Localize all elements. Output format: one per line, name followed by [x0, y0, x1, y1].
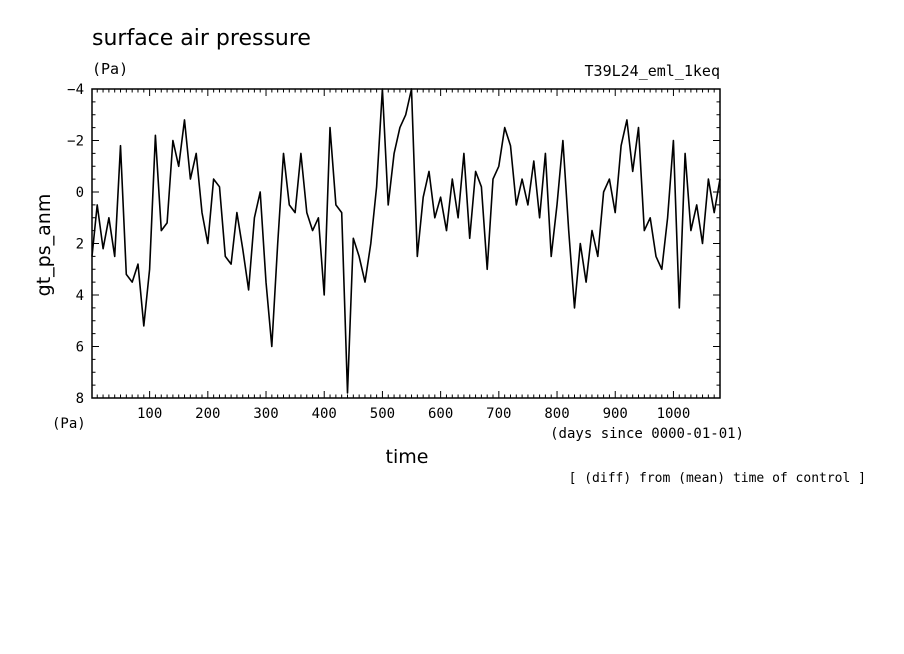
- x-tick-label: 200: [195, 406, 220, 422]
- plot-area: 100 200 300 400 500 600 700 800 900 1000 −4 −2 0 2 4 6…: [67, 82, 721, 422]
- x-tick-label: 800: [544, 406, 569, 422]
- x-tick-label: 700: [486, 406, 511, 422]
- x-tick-label: 500: [370, 406, 395, 422]
- y-tick-label: −2: [67, 134, 84, 150]
- y-tick-label: 6: [76, 340, 84, 356]
- chart-title: surface air pressure: [92, 26, 311, 51]
- series-line: [91, 88, 721, 394]
- y-tick-label: 0: [76, 185, 84, 201]
- x-tick-label: 400: [312, 406, 337, 422]
- y-units: (Pa): [92, 60, 128, 78]
- x-axis-tick-labels: 100 200 300 400 500 600 700 800 900 1000: [137, 406, 690, 422]
- x-tick-label: 900: [603, 406, 628, 422]
- x-tick-label: 600: [428, 406, 453, 422]
- y-axis-tick-labels: −4 −2 0 2 4 6 8: [67, 82, 84, 407]
- x-axis-ticks: [96, 89, 715, 398]
- y-tick-label: 2: [76, 237, 84, 253]
- y-tick-label: 8: [76, 391, 84, 407]
- x-axis-note: (days since 0000-01-01): [550, 426, 744, 442]
- y-axis-ticks: [92, 88, 720, 399]
- y-tick-label: 4: [76, 288, 84, 304]
- chart-subtitle: T39L24_eml_1keq: [585, 62, 720, 80]
- x-tick-label: 1000: [657, 406, 691, 422]
- x-axis-units: (Pa): [52, 416, 86, 432]
- x-axis-label: time: [386, 446, 429, 468]
- footnote: [ (diff) from (mean) time of control ]: [569, 471, 866, 486]
- x-tick-label: 100: [137, 406, 162, 422]
- x-tick-label: 300: [253, 406, 278, 422]
- y-axis-label: gt_ps_anm: [33, 194, 55, 297]
- y-tick-label: −4: [67, 82, 84, 98]
